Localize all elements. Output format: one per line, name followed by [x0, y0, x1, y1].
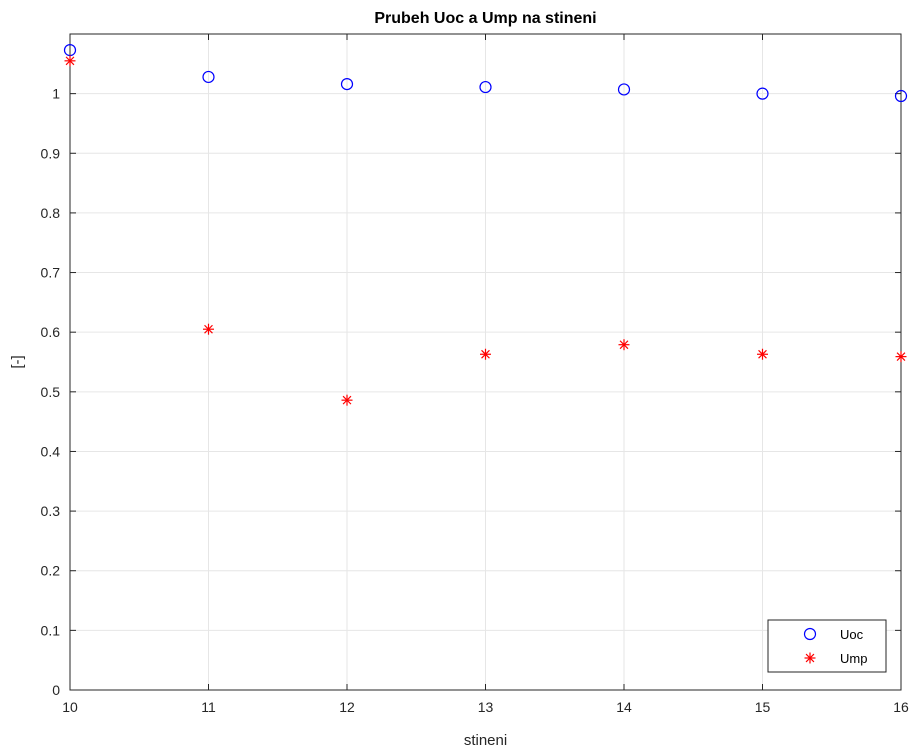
asterisk-marker — [203, 323, 214, 335]
y-axis-label: [-] — [9, 355, 26, 368]
y-tick-label: 0.7 — [41, 265, 61, 281]
circle-marker — [479, 80, 492, 94]
x-tick-label: 14 — [616, 699, 632, 715]
asterisk-marker — [480, 348, 491, 360]
chart-title: Prubeh Uoc a Ump na stineni — [374, 10, 596, 27]
circle-marker — [340, 77, 354, 91]
legend-entry-ump: Ump — [804, 651, 867, 666]
x-tick-label: 10 — [62, 699, 78, 715]
data-points — [63, 44, 908, 406]
circle-marker — [894, 89, 908, 103]
legend-label: Ump — [840, 651, 867, 666]
tick-labels: 10 11 12 13 14 15 16 0 0.1 0.2 0.3 0.4 0.5 0.6 0.7 0.8 0… — [41, 86, 909, 715]
x-tick-label: 11 — [201, 699, 216, 715]
x-tick-label: 16 — [893, 699, 909, 715]
asterisk-marker — [757, 348, 768, 360]
series-ump — [64, 55, 907, 406]
legend-label: Uoc — [840, 627, 864, 642]
x-tick-label: 12 — [339, 699, 355, 715]
asterisk-marker — [618, 339, 630, 351]
circle-marker — [617, 83, 631, 96]
y-tick-label: 0.5 — [41, 384, 61, 400]
x-axis-label: stineni — [464, 732, 507, 749]
y-tick-label: 0.4 — [41, 443, 61, 459]
x-tick-label: 15 — [755, 699, 771, 715]
circle-marker — [756, 87, 769, 100]
y-tick-label: 0 — [52, 682, 60, 698]
y-tick-label: 0.8 — [41, 205, 61, 221]
y-tick-label: 0.9 — [41, 145, 61, 161]
asterisk-marker-legend — [804, 652, 816, 664]
legend-box — [767, 619, 887, 673]
y-tick-label: 0.6 — [41, 324, 61, 340]
x-tick-label: 13 — [478, 699, 494, 715]
circle-marker — [202, 70, 215, 84]
y-tick-label: 1 — [52, 86, 60, 102]
asterisk-marker — [64, 55, 76, 67]
y-tick-label: 0.3 — [41, 503, 61, 519]
asterisk-marker — [895, 351, 907, 363]
asterisk-marker — [341, 394, 353, 406]
legend-entry-uoc: Uoc — [803, 627, 864, 642]
y-tick-label: 0.1 — [41, 622, 61, 638]
legend: Uoc Ump — [767, 619, 887, 673]
series-uoc — [63, 44, 908, 103]
y-tick-label: 0.2 — [41, 563, 61, 579]
circle-marker-legend — [803, 627, 817, 641]
